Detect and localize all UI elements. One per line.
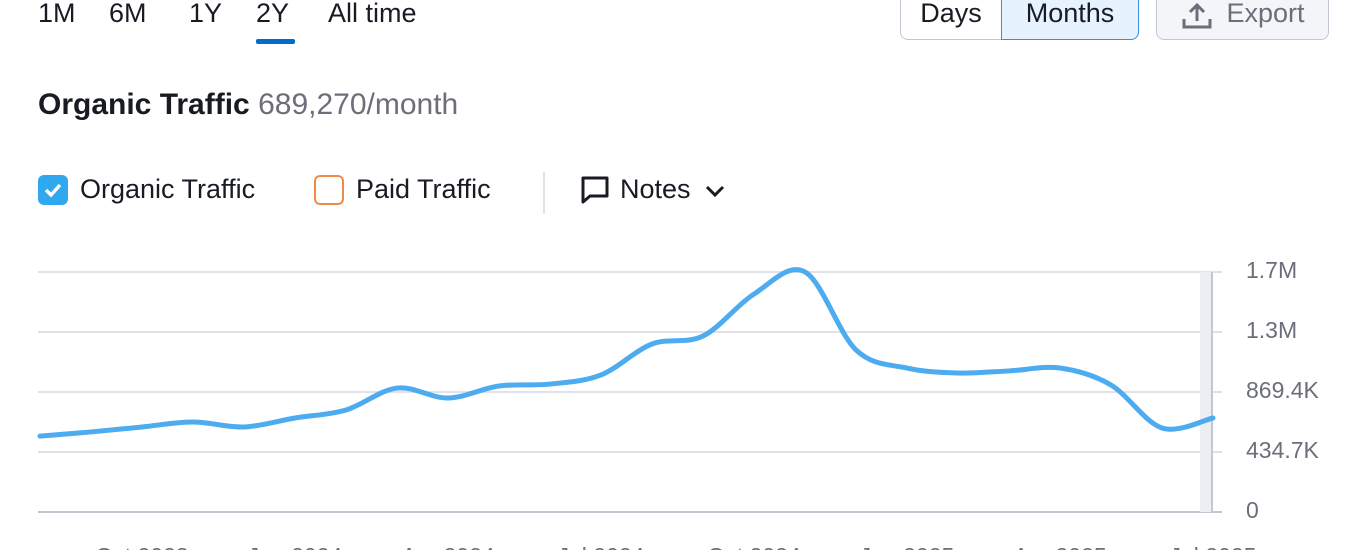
x-tick-label: Oct 2023 (95, 543, 188, 550)
x-tick-label: Jan 2024 (248, 543, 343, 550)
tab[interactable]: All time (328, 0, 417, 28)
y-tick-label: 869.4K (1246, 377, 1320, 403)
export-icon (1182, 2, 1212, 29)
legend-label: Paid Traffic (356, 174, 491, 204)
legend-label: Organic Traffic (80, 174, 256, 204)
x-tick-label: Apr 2024 (401, 543, 495, 550)
notes-label: Notes (620, 174, 691, 204)
y-tick-label: 1.3M (1246, 317, 1297, 343)
y-tick-label: 1.7M (1246, 257, 1297, 283)
x-tick-label: Apr 2025 (1013, 543, 1106, 550)
y-tick-label: 434.7K (1246, 437, 1320, 463)
notes-icon (581, 176, 609, 203)
header: Organic Traffic 689,270/month (38, 88, 458, 122)
header-value: 689,270/month (258, 88, 459, 121)
x-tick-label: Jul 2025 (1170, 543, 1257, 550)
export-button[interactable]: Export (1156, 0, 1329, 40)
tab[interactable]: 2Y (256, 0, 290, 28)
header-title: Organic Traffic (38, 88, 250, 121)
x-tick-label: Jan 2025 (860, 543, 955, 550)
x-tick-label: Oct 2024 (707, 543, 801, 550)
tab[interactable]: 6M (109, 0, 147, 28)
hover-band (1200, 272, 1212, 512)
export-label: Export (1226, 0, 1305, 28)
checkbox[interactable] (314, 174, 344, 205)
notes-dropdown[interactable]: Notes (580, 174, 727, 205)
tab[interactable]: 1M (38, 0, 76, 28)
divider (543, 172, 545, 214)
legend-paid[interactable]: Paid Traffic (314, 174, 491, 205)
months-button[interactable]: Months (1001, 0, 1139, 40)
checkbox-checked[interactable] (38, 174, 68, 205)
active-tab-indicator (256, 39, 295, 44)
y-tick-label: 0 (1246, 497, 1259, 523)
tab[interactable]: 1Y (189, 0, 223, 28)
series-line (37, 267, 1216, 439)
x-tick-label: Jul 2024 (558, 543, 645, 550)
chevron (705, 185, 724, 197)
legend-organic[interactable]: Organic Traffic (38, 174, 255, 205)
days-button[interactable]: Days (900, 0, 1002, 40)
